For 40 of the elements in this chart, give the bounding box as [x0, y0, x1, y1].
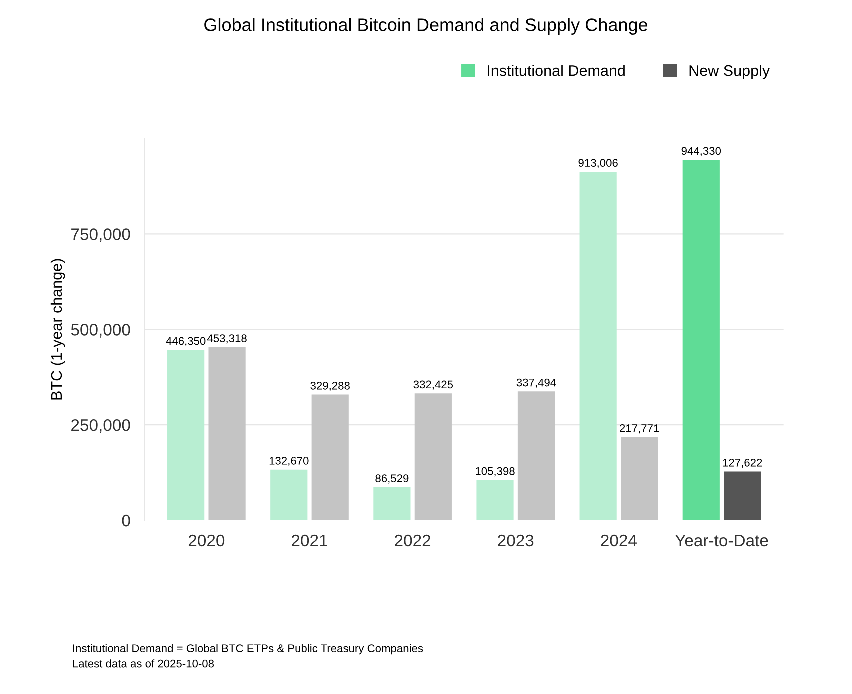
- chart-title: Global Institutional Bitcoin Demand and Supply Change: [204, 18, 648, 35]
- data-label: 127,622: [723, 458, 762, 468]
- legend-label: Institutional Demand: [488, 65, 625, 76]
- data-label: 332,425: [414, 380, 454, 390]
- x-tick-label: 2022: [395, 534, 431, 547]
- x-tick-label: 2021: [292, 534, 328, 547]
- y-tick-label: 750,000: [72, 228, 130, 242]
- bar: [312, 394, 349, 520]
- data-label: 913,006: [578, 159, 618, 168]
- data-label: 86,529: [376, 474, 409, 484]
- legend-label: New Supply: [690, 65, 770, 80]
- bar: [724, 472, 762, 520]
- data-label: 337,494: [516, 378, 556, 388]
- data-label: 453,318: [207, 334, 247, 344]
- data-label: 329,288: [310, 382, 350, 392]
- text: Latest data as of 2025-10-08: [73, 660, 214, 668]
- y-axis-title: BTC (1-year change): [50, 259, 66, 400]
- x-tick-label: 2023: [498, 534, 534, 547]
- bar: [682, 160, 720, 520]
- x-tick-label: 2024: [601, 534, 637, 547]
- bar: [580, 172, 617, 520]
- bar: [168, 350, 205, 520]
- x-tick-label: 2020: [188, 534, 225, 547]
- data-label: 217,771: [620, 424, 660, 434]
- data-label: 105,398: [476, 467, 515, 477]
- y-tick-label: 0: [122, 514, 130, 527]
- x-tick-label: Year-to-Date: [675, 535, 768, 547]
- bar: [270, 470, 308, 520]
- data-label: 446,350: [166, 337, 206, 346]
- bar: [621, 437, 658, 520]
- y-tick-label: 250,000: [72, 419, 130, 434]
- bar: [414, 394, 452, 520]
- bar: [518, 392, 556, 520]
- y-tick-label: 500,000: [71, 324, 130, 338]
- bar: [374, 487, 411, 520]
- data-label: 944,330: [682, 147, 722, 156]
- bar: [208, 347, 246, 520]
- bar: [476, 480, 514, 520]
- data-label: 132,670: [270, 457, 309, 466]
- text: Institutional Demand = Global BTC ETPs & Public Treasury Companies: [73, 644, 424, 655]
